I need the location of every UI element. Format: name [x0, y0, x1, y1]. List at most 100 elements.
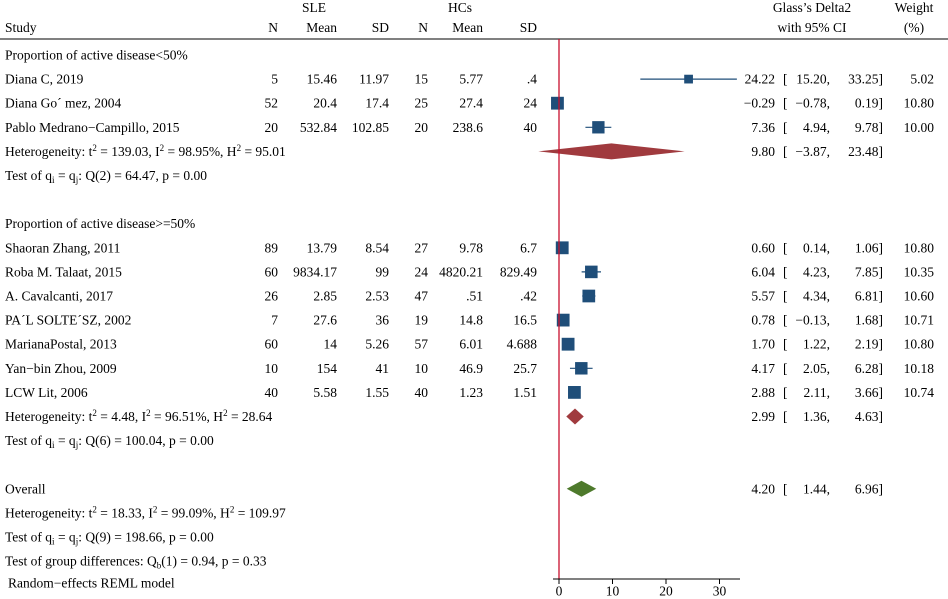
sle-mean: 154: [317, 361, 338, 376]
study-ci-es: 24.22: [745, 72, 775, 87]
study-ci-es: 7.36: [751, 120, 775, 135]
study-ci-bracket: [: [783, 120, 788, 135]
subgroup-title: Proportion of active disease<50%: [5, 48, 188, 63]
hc-mean: 1.23: [459, 385, 483, 400]
study-name: Yan−bin Zhou, 2009: [5, 361, 117, 376]
x-axis: 0 10 20 30: [553, 578, 740, 599]
header-n1: N: [268, 20, 278, 35]
header-mean2: Mean: [452, 20, 483, 35]
overall-ci-lo: 1.44,: [803, 481, 830, 496]
study-ci-bracket: [: [783, 240, 788, 255]
overall-label: Overall: [5, 481, 46, 496]
column-headers: SLE HCs Glass’s Delta2 Weight Study N Me…: [5, 0, 934, 35]
sle-n: 89: [265, 240, 279, 255]
study-effect-box: [575, 362, 588, 375]
hc-mean: 9.78: [459, 240, 483, 255]
sle-n: 7: [271, 313, 278, 328]
sle-n: 60: [265, 264, 279, 279]
hc-n: 24: [415, 264, 429, 279]
sle-mean: 27.6: [313, 313, 337, 328]
hc-n: 10: [415, 361, 429, 376]
study-ci-hi: 33.25]: [848, 72, 883, 87]
study-ci-lo: 4.34,: [803, 289, 830, 304]
header-weight-2: (%): [904, 20, 924, 35]
study-effect-box: [551, 96, 564, 110]
study-weight: 10.71: [904, 313, 934, 328]
subgroup-diamond: [538, 143, 685, 160]
sle-sd: 5.26: [365, 337, 389, 352]
hc-n: 40: [415, 385, 429, 400]
subgroup-ci-hi: 4.63]: [855, 409, 883, 424]
hc-mean: 6.01: [459, 337, 483, 352]
subgroup-ci-es: 2.99: [751, 409, 775, 424]
study-ci-hi: 0.19]: [855, 96, 883, 111]
study-ci-lo: −0.13,: [795, 313, 830, 328]
hc-mean: .51: [466, 289, 483, 304]
sle-mean: 5.58: [313, 385, 337, 400]
study-ci-bracket: [: [783, 385, 788, 400]
sle-mean: 20.4: [313, 96, 337, 111]
study-ci-hi: 6.81]: [855, 289, 883, 304]
study-ci-es: −0.29: [744, 96, 775, 111]
study-ci-hi: 3.66]: [855, 385, 883, 400]
hc-n: 47: [415, 289, 429, 304]
study-effect-box: [592, 121, 605, 134]
subgroup-ci-lo: −3.87,: [795, 144, 830, 159]
sle-sd: 17.4: [365, 96, 389, 111]
study-weight: 10.18: [904, 361, 935, 376]
study-ci-bracket: [: [783, 72, 788, 87]
study-ci-lo: 0.14,: [803, 240, 830, 255]
sle-mean: 532.84: [300, 120, 337, 135]
study-ci-es: 0.78: [751, 313, 775, 328]
sle-sd: 102.85: [352, 120, 389, 135]
study-ci-hi: 9.78]: [855, 120, 883, 135]
hc-n: 15: [415, 72, 429, 87]
subgroup-diamond: [566, 408, 584, 425]
study-ci-hi: 1.06]: [855, 240, 883, 255]
hc-n: 20: [415, 120, 429, 135]
subgroup-heterogeneity: Heterogeneity: t2 = 139.03, I2 = 98.95%,…: [5, 143, 286, 159]
sle-n: 60: [265, 337, 279, 352]
sle-n: 20: [265, 120, 279, 135]
sle-sd: 36: [376, 313, 390, 328]
study-name: Shaoran Zhang, 2011: [5, 240, 120, 255]
sle-sd: 1.55: [365, 385, 389, 400]
overall-test: Test of qi = qj: Q(9) = 198.66, p = 0.00: [5, 530, 214, 547]
subgroup-heterogeneity: Heterogeneity: t2 = 4.48, I2 = 96.51%, H…: [5, 408, 273, 424]
group-difference-test: Test of group differences: Qb(1) = 0.94,…: [5, 554, 267, 571]
sle-mean: 14: [324, 337, 338, 352]
study-name: Pablo Medrano−Campillo, 2015: [5, 120, 180, 135]
study-ci-bracket: [: [783, 264, 788, 279]
study-weight: 10.80: [904, 96, 935, 111]
study-effect-box: [568, 386, 581, 399]
forest-rows: Proportion of active disease<50% Diana C,…: [5, 48, 934, 591]
hc-sd: 6.7: [520, 240, 537, 255]
study-ci-es: 1.70: [751, 337, 775, 352]
study-effect-box: [585, 265, 598, 279]
hc-sd: 16.5: [513, 313, 537, 328]
study-ci-bracket: [: [783, 96, 788, 111]
study-weight: 10.35: [904, 264, 935, 279]
study-ci-bracket: [: [783, 289, 788, 304]
sle-n: 10: [265, 361, 279, 376]
hc-sd: .4: [527, 72, 537, 87]
study-ci-lo: 4.94,: [803, 120, 830, 135]
hc-sd: 24: [524, 96, 538, 111]
sle-n: 52: [265, 96, 279, 111]
hc-n: 57: [415, 337, 429, 352]
study-ci-hi: 1.68]: [855, 313, 883, 328]
study-ci-es: 6.04: [751, 264, 775, 279]
sle-n: 40: [265, 385, 279, 400]
header-n2: N: [418, 20, 428, 35]
sle-mean: 13.79: [307, 240, 338, 255]
sle-sd: 99: [376, 264, 390, 279]
study-ci-hi: 7.85]: [855, 264, 883, 279]
hc-sd: 25.7: [513, 361, 537, 376]
subgroup-ci-hi: 23.48]: [848, 144, 883, 159]
subgroup-ci-bracket: [: [783, 409, 788, 424]
overall-ci-es: 4.20: [751, 481, 775, 496]
overall-ci-bracket: [: [783, 481, 788, 496]
hc-n: 27: [415, 240, 429, 255]
subgroup-ci-bracket: [: [783, 144, 788, 159]
